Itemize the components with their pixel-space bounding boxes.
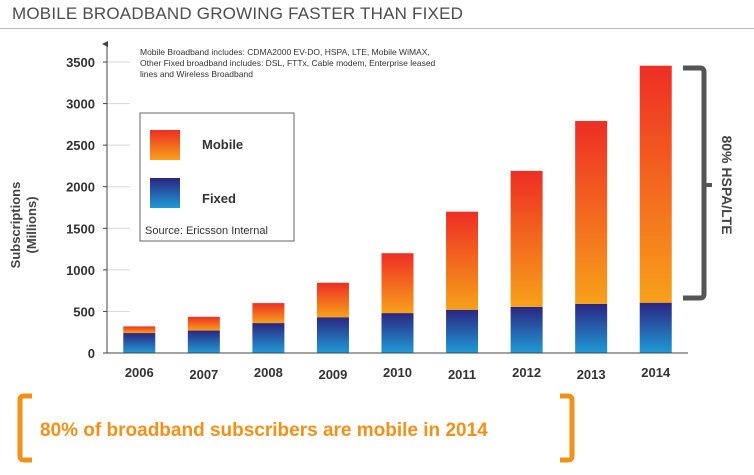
bar-fixed-2012	[510, 306, 543, 353]
note-line: lines and Wireless Broadband	[140, 69, 253, 79]
x-tick-label: 2014	[641, 365, 671, 380]
bar-mobile-2008	[252, 303, 285, 324]
x-tick-label: 2012	[512, 365, 541, 380]
y-axis-label: Subscriptions	[8, 182, 23, 269]
x-axis-ticks: 2006 2007 2008 2009 2010 2011 2012 2013 2014	[125, 365, 671, 382]
callout-bracket-left	[17, 393, 32, 463]
x-tick-label: 2008	[254, 365, 283, 380]
bar-fixed-2011	[446, 309, 479, 353]
y-axis-ticks: 0 500 1000 1500 2000 2500 3000 3500	[66, 55, 107, 361]
x-tick-label: 2007	[189, 367, 218, 382]
y-tick-label: 2500	[66, 138, 95, 153]
bar-fixed-2013	[575, 303, 608, 353]
callout-box: 80% of broadband subscribers are mobile …	[16, 392, 576, 464]
bar-fixed-2008	[252, 323, 285, 353]
x-tick-label: 2010	[383, 365, 412, 380]
y-tick-label: 2000	[66, 180, 95, 195]
y-tick-label: 500	[73, 304, 95, 319]
title-divider	[0, 28, 754, 29]
bracket-shape	[683, 65, 707, 301]
note-line: Mobile Broadband includes: CDMA2000 EV-D…	[140, 47, 430, 57]
grid-lines	[107, 61, 130, 312]
bar-fixed-2009	[316, 317, 349, 353]
bar-mobile-2010	[381, 253, 414, 314]
legend-source: Source: Ericsson Internal	[145, 225, 268, 237]
page-title: MOBILE BROADBAND GROWING FASTER THAN FIX…	[12, 4, 464, 23]
y-tick-label: 1500	[66, 221, 95, 236]
note-line: Other Fixed broadband includes: DSL, FTT…	[140, 58, 436, 68]
bar-mobile-2006	[123, 326, 156, 334]
bar-fixed-2006	[123, 333, 156, 353]
bar-mobile-2011	[446, 211, 479, 310]
bar-fixed-2014	[639, 302, 672, 353]
y-tick-label: 3000	[66, 97, 95, 112]
y-tick-label: 1000	[66, 263, 95, 278]
legend: Mobile Fixed Source: Ericsson Internal	[139, 112, 295, 242]
bar-mobile-2007	[187, 316, 220, 331]
x-tick-label: 2006	[125, 365, 154, 380]
legend-swatch-fixed	[150, 178, 180, 208]
bars	[123, 65, 672, 353]
hspa-lte-bracket: 80% HSPA/LTE	[683, 65, 735, 301]
bar-fixed-2007	[187, 330, 220, 353]
x-tick-label: 2011	[448, 367, 476, 382]
callout-text: 80% of broadband subscribers are mobile …	[40, 420, 488, 441]
bar-mobile-2012	[510, 170, 543, 307]
y-tick-label: 3500	[66, 55, 95, 70]
bar-mobile-2014	[639, 65, 672, 303]
callout-brackets	[17, 393, 575, 463]
y-axis-label-unit: (Millions)	[24, 196, 39, 253]
bar-mobile-2009	[316, 282, 349, 318]
legend-swatch-mobile	[150, 130, 180, 160]
bar-mobile-2013	[575, 121, 608, 304]
bracket-label: 80% HSPA/LTE	[719, 135, 735, 234]
y-tick-label: 0	[88, 346, 95, 361]
bar-fixed-2010	[381, 313, 414, 353]
legend-label-fixed: Fixed	[202, 191, 236, 206]
x-tick-label: 2013	[577, 367, 606, 382]
callout-bracket-right	[560, 393, 575, 463]
chart-notes: Mobile Broadband includes: CDMA2000 EV-D…	[140, 47, 436, 79]
x-tick-label: 2009	[318, 367, 347, 382]
legend-label-mobile: Mobile	[202, 137, 243, 152]
